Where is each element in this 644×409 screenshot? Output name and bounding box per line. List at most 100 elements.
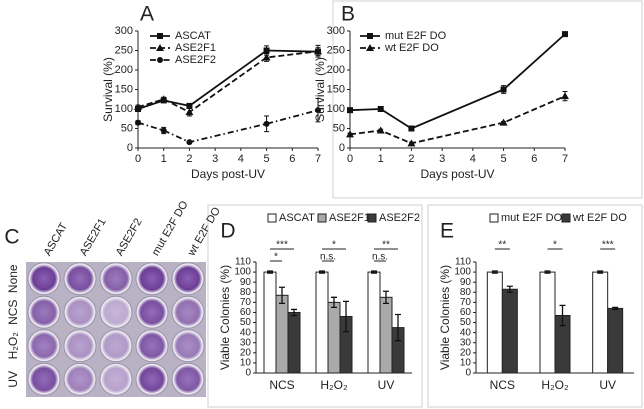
series-line [349,33,566,130]
panel-letter: D [220,220,235,243]
legend-label: wt E2F DO [572,212,627,224]
marker [262,53,271,61]
marker [499,118,508,126]
bar [501,288,518,374]
y-tick-label: 0 [465,368,471,379]
panel-letter: E [440,220,454,243]
y-tick-label: 60 [240,307,252,318]
y-tick-label: 80 [240,287,252,298]
bar [592,271,609,374]
error-bar [491,270,498,274]
marker [315,107,321,114]
error-bar [343,300,349,333]
x-tick-label: 3 [439,153,445,165]
y-tick-label: 150 [327,83,345,95]
legend-label: mut E2F DO [501,212,563,224]
bar [315,271,329,374]
significance-label: *** [276,240,288,251]
panel-letter: C [4,226,19,249]
y-tick-label: 100 [327,103,345,115]
marker [376,126,385,134]
plate [138,365,166,394]
plate [102,264,130,293]
x-tick-label: 0 [347,153,353,165]
column-label: ASE2F2 [114,216,145,257]
plate [66,365,94,394]
x-tick-label: 3 [212,153,218,165]
significance-label: n.s. [320,252,336,263]
column-label: mut E2F DO [150,199,191,258]
error-bar [506,285,513,293]
marker [263,120,270,127]
y-axis-label: Survival (%) [313,57,327,122]
significance-label: *** [602,240,614,251]
row-label: None [6,264,20,293]
plate [102,331,130,360]
legend-label: ASCAT [175,30,211,42]
panel-frame [427,204,643,408]
error-bar [279,286,285,305]
plate [174,264,202,293]
marker [134,103,142,111]
marker [186,102,193,109]
x-axis-label: Days post-UV [191,167,265,181]
y-tick-label: 90 [460,277,472,288]
marker [346,130,354,138]
error-bar [319,270,325,274]
plate [30,365,58,394]
y-tick-label: 150 [115,83,133,95]
marker [407,139,416,147]
y-tick-label: 100 [454,267,471,278]
error-bar [383,290,389,305]
y-tick-label: 20 [460,347,472,358]
bar [287,311,301,374]
legend-label: ASCAT [279,212,315,224]
x-tick-label: 1 [161,153,167,165]
y-tick-label: 20 [240,347,252,358]
x-tick-label: 5 [264,153,270,165]
y-tick-label: 70 [460,297,472,308]
legend-marker [156,44,164,51]
row-label: NCS [6,300,20,325]
marker [135,119,141,126]
marker [263,47,270,54]
x-tick-label: 2 [408,153,414,165]
error-bar [597,270,604,274]
x-tick-label: UV [378,378,395,392]
y-tick-label: 0 [245,368,251,379]
panel-frame [207,204,423,408]
error-bar [559,304,566,327]
plate [30,298,58,327]
significance-label: n.s. [372,252,388,263]
y-tick-label: 10 [460,358,472,369]
marker [347,107,353,114]
marker [186,139,193,146]
plate [66,298,94,327]
bar [486,271,503,374]
plate [30,264,58,293]
marker [185,108,194,116]
x-tick-label: 5 [501,153,507,165]
legend-marker [157,57,163,63]
x-axis-label: Days post-UV [420,167,494,181]
x-tick-label: 6 [531,153,537,165]
bar [379,296,393,374]
legend-marker [367,33,373,39]
marker [500,86,507,93]
y-tick-label: 250 [115,44,133,56]
y-tick-label: 0 [339,142,345,154]
legend-marker [157,33,163,39]
legend-label: ASE2F1 [329,212,370,224]
error-bar [544,270,551,274]
y-tick-label: 50 [460,317,472,328]
series-line [349,95,566,145]
x-tick-label: 7 [315,153,321,165]
marker [377,106,384,112]
x-tick-label: 1 [378,153,384,165]
error-bar [267,270,273,274]
x-tick-label: H₂O₂ [541,378,569,392]
bar [607,307,624,374]
y-tick-label: 110 [455,257,471,268]
legend-swatch [317,213,327,223]
